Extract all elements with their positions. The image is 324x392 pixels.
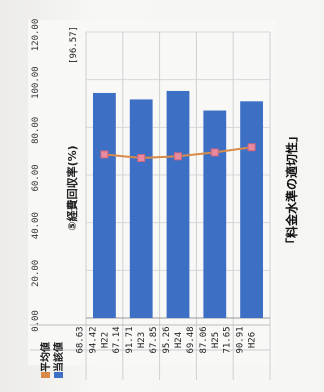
bar (166, 90, 190, 318)
labels: H22 H23 H24 H25 H26 94.42 91.71 95.26 87.06 90.91… (39, 326, 258, 378)
x-tick-label: H25 (211, 332, 221, 348)
y-tick-label: 60.00 (31, 164, 41, 191)
data-label: 94.42 (88, 326, 98, 353)
average-line (100, 143, 256, 162)
legend-swatch (54, 372, 63, 378)
x-tick-label: H26 (248, 332, 258, 348)
bar (129, 99, 153, 318)
data-label: 71.65 (223, 326, 233, 353)
legend-swatch (41, 372, 50, 378)
data-label: 69.48 (186, 326, 196, 353)
data-label: 90.91 (236, 326, 246, 353)
y-tick-label: 0.00 (31, 310, 41, 332)
y-tick-label: 120.00 (31, 19, 41, 52)
legend-entry: 平均値 (39, 342, 52, 372)
bar (240, 101, 264, 318)
x-tick-label: H23 (137, 332, 147, 348)
data-label: 95.26 (162, 326, 172, 353)
bar (203, 110, 227, 319)
data-label: 87.06 (199, 326, 209, 353)
caption-text: 「料金水準の適切性」 (284, 130, 299, 250)
y-tick-label: 20.00 (31, 260, 41, 287)
y-tick-label: 100.00 (31, 66, 41, 99)
axis: 0.00 20.00 40.00 60.00 80.00 100.00 120.00 (30, 19, 270, 351)
data-label: 91.71 (125, 326, 135, 353)
legend-entry: 当該値 (52, 342, 65, 372)
chart-title: ⑤経費回収率(%) (65, 145, 79, 230)
x-tick-label: H22 (100, 332, 110, 348)
x-tick-label: H24 (174, 332, 184, 348)
series-point (137, 153, 146, 162)
series-point (247, 143, 256, 152)
series-point (174, 152, 182, 161)
series-point (100, 150, 109, 159)
bars (92, 90, 264, 319)
data-label: 68.63 (75, 326, 85, 353)
y-tick-label: 40.00 (31, 212, 41, 239)
summary-value: [96.57] (69, 26, 79, 64)
bar (92, 92, 116, 318)
series-point (210, 148, 219, 157)
data-label: 67.85 (149, 326, 159, 353)
data-label: 67.14 (112, 326, 122, 353)
y-tick-label: 80.00 (31, 117, 41, 144)
